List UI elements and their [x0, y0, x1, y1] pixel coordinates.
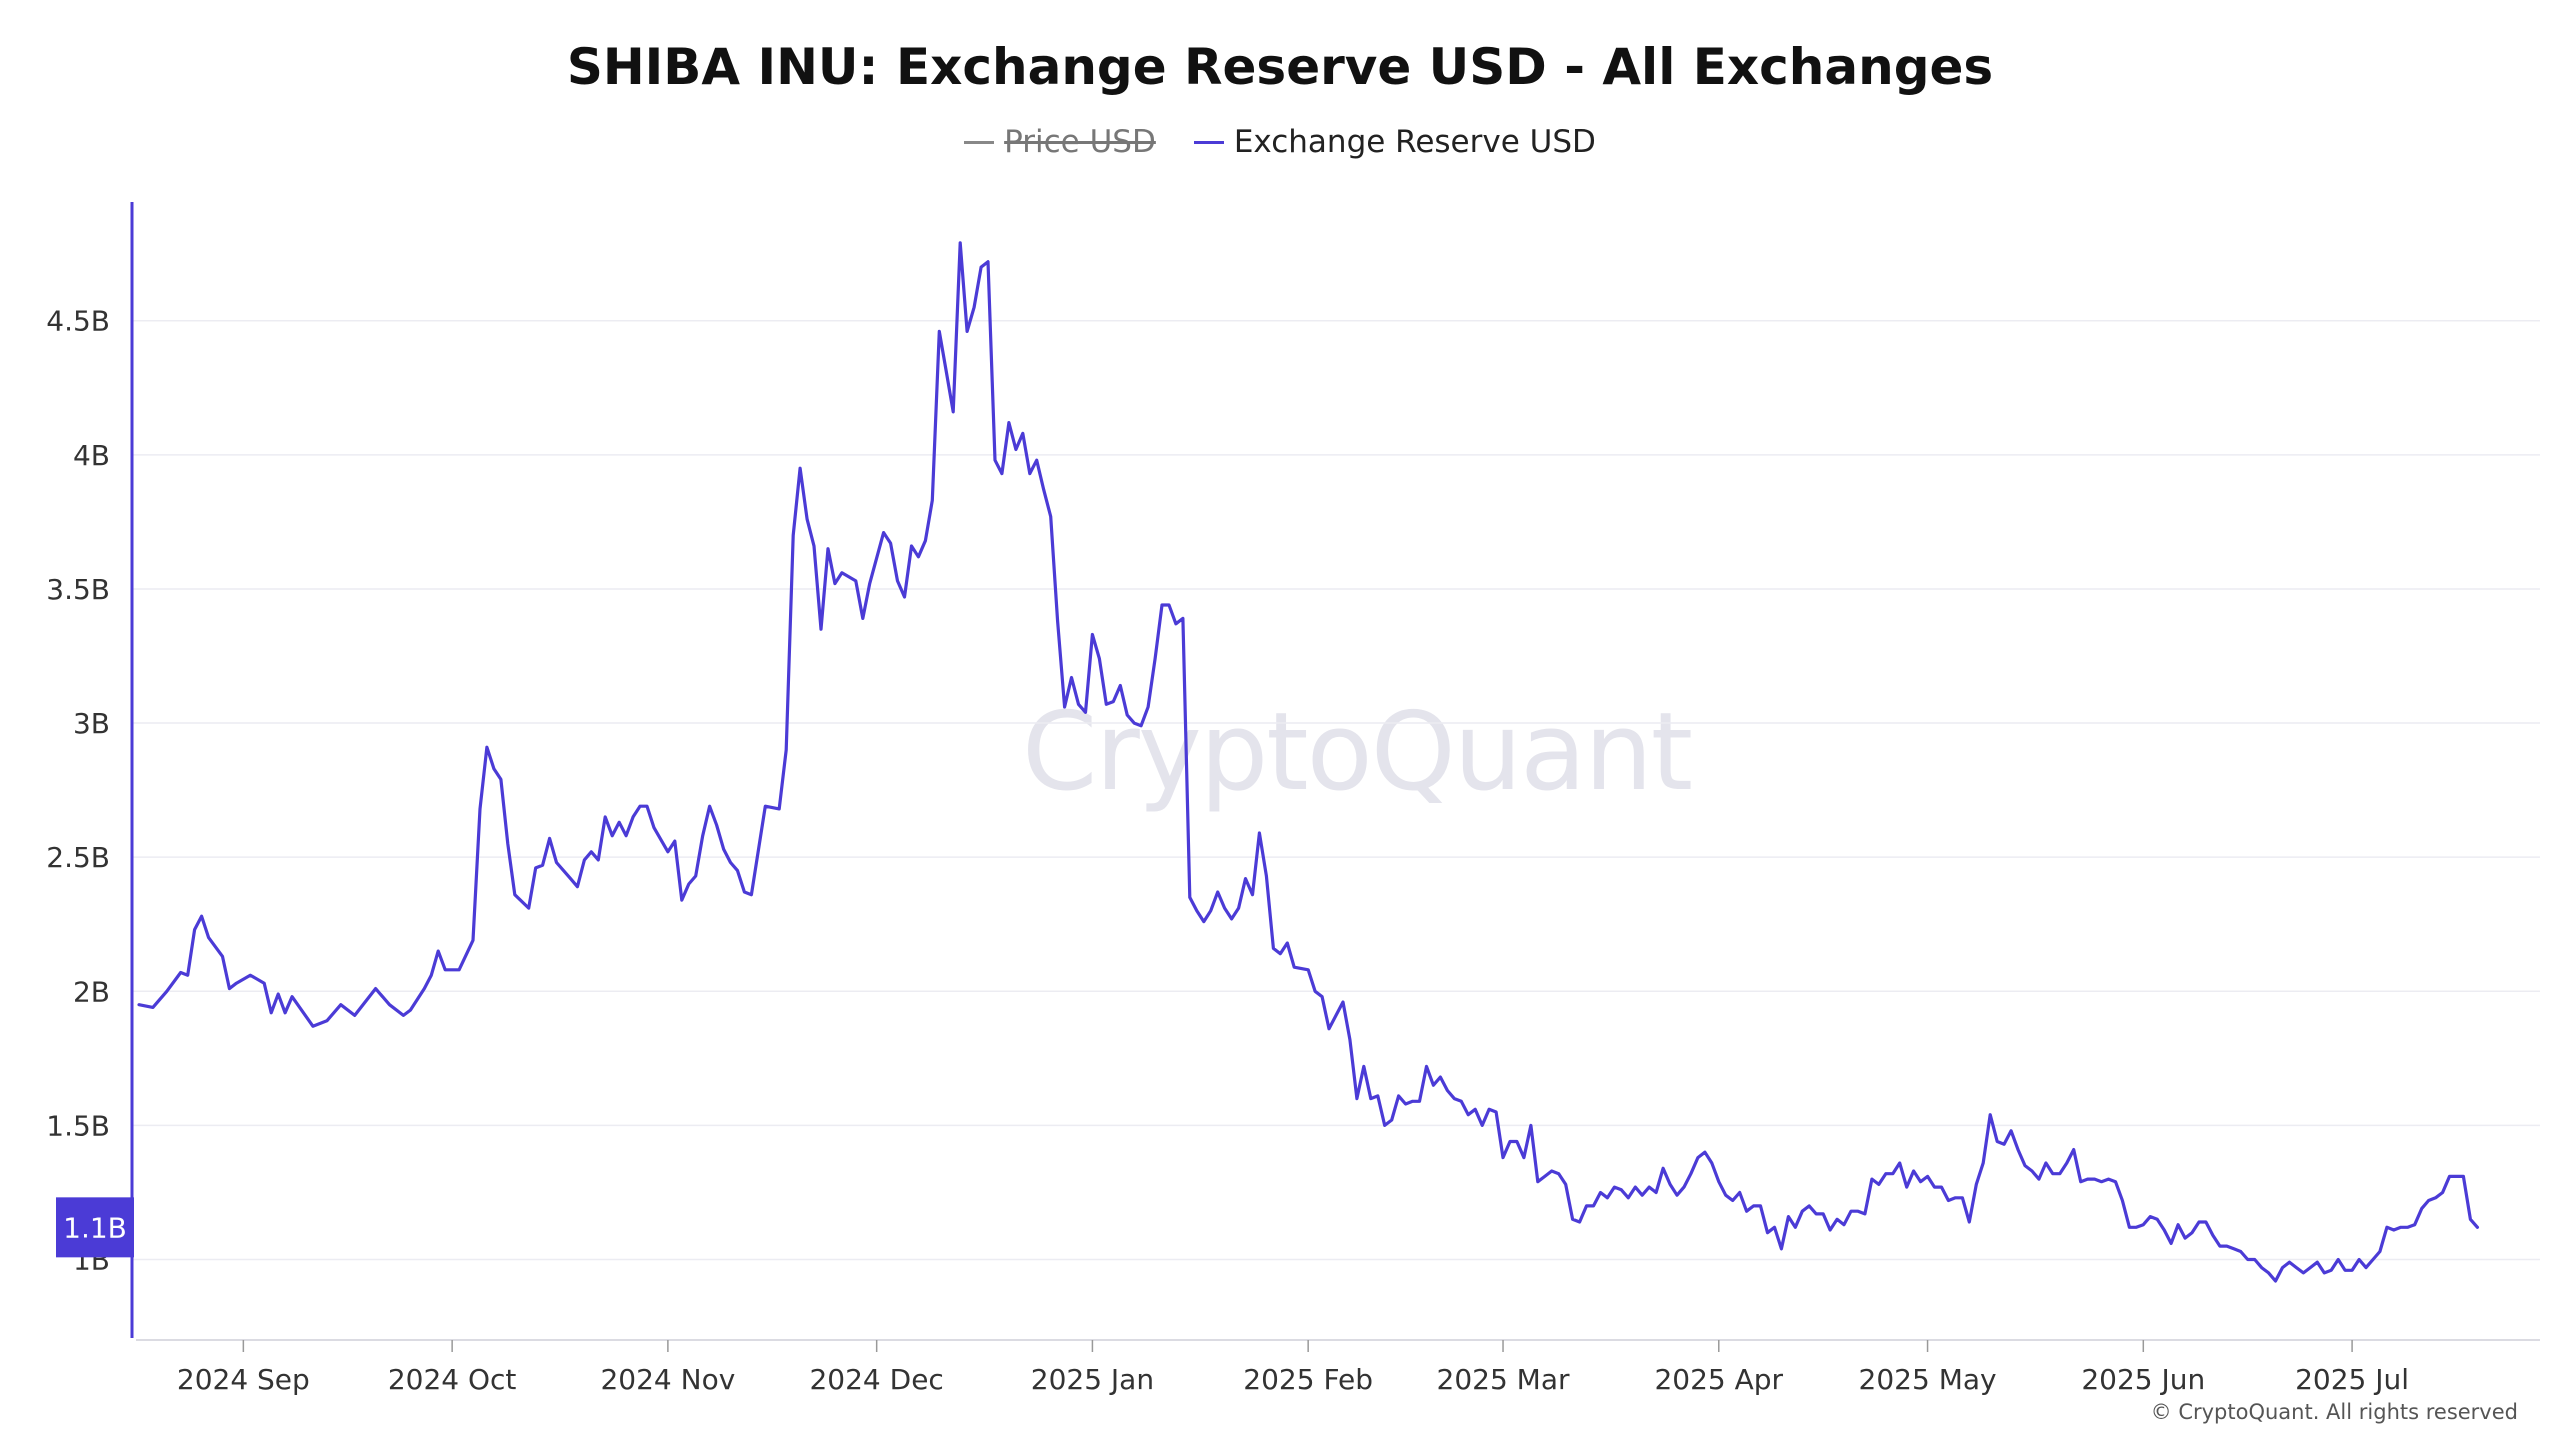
- y-tick-label: 2B: [73, 975, 110, 1008]
- x-tick-label: 2025 Mar: [1437, 1363, 1570, 1396]
- chart-title: SHIBA INU: Exchange Reserve USD - All Ex…: [566, 38, 1994, 96]
- last-value-badge: [56, 1197, 134, 1258]
- x-tick-label: 2025 Apr: [1654, 1363, 1783, 1396]
- y-tick-label: 3B: [73, 707, 110, 740]
- legend-swatch-reserve: [1193, 140, 1224, 144]
- x-tick-label: 2025 Jun: [2081, 1363, 2205, 1396]
- x-tick-label: 2024 Nov: [600, 1363, 735, 1396]
- y-tick-label: 2.5B: [46, 841, 110, 874]
- legend-swatch-price: [964, 140, 995, 144]
- y-tick-label: 1.5B: [46, 1109, 110, 1142]
- x-tick-label: 2025 Feb: [1243, 1363, 1373, 1396]
- legend-item-exchange-reserve[interactable]: Exchange Reserve USD: [1193, 124, 1596, 160]
- x-tick-label: 2025 Jul: [2295, 1363, 2409, 1396]
- legend: Price USD Exchange Reserve USD: [0, 124, 2560, 160]
- x-tick-label: 2025 Jan: [1031, 1363, 1154, 1396]
- x-tick-label: 2025 May: [1859, 1363, 1997, 1396]
- y-tick-label: 4B: [73, 439, 110, 472]
- series-line-exchange-reserve: [137, 241, 2479, 1283]
- y-tick-label: 3.5B: [46, 573, 110, 606]
- last-value-label: 1.1B: [63, 1211, 127, 1244]
- watermark: CryptoQuant: [1022, 690, 1693, 815]
- x-tick-label: 2024 Dec: [809, 1363, 943, 1396]
- legend-label-reserve: Exchange Reserve USD: [1233, 124, 1596, 160]
- legend-label-price: Price USD: [1004, 124, 1156, 160]
- x-tick-label: 2024 Oct: [388, 1363, 517, 1396]
- y-tick-label: 4.5B: [46, 305, 110, 338]
- legend-item-price-usd[interactable]: Price USD: [964, 124, 1156, 160]
- x-tick-label: 2024 Sep: [177, 1363, 310, 1396]
- copyright-notice: © CryptoQuant. All rights reserved: [2150, 1400, 2518, 1424]
